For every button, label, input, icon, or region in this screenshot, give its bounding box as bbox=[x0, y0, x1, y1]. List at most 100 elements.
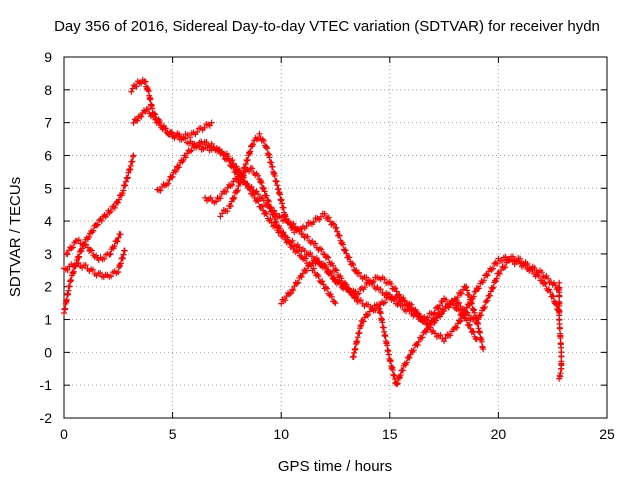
data-point bbox=[138, 113, 145, 120]
data-point bbox=[327, 291, 334, 298]
data-point bbox=[433, 314, 440, 321]
data-point bbox=[557, 335, 564, 342]
data-point bbox=[230, 164, 237, 171]
data-point bbox=[476, 329, 483, 336]
data-point bbox=[296, 244, 303, 251]
data-point bbox=[224, 208, 231, 215]
data-point bbox=[422, 317, 429, 324]
data-point bbox=[78, 248, 85, 255]
x-axis-ticks: 0 5 10 15 20 25 bbox=[60, 57, 615, 442]
data-point bbox=[287, 290, 294, 297]
data-point bbox=[357, 297, 364, 304]
data-point bbox=[240, 170, 247, 177]
data-point bbox=[542, 281, 549, 288]
data-point bbox=[169, 173, 176, 180]
data-point bbox=[399, 302, 406, 309]
data-point bbox=[115, 269, 122, 276]
data-point bbox=[492, 259, 499, 266]
data-point bbox=[420, 318, 427, 325]
y-tick-label: 6 bbox=[44, 147, 52, 163]
data-point bbox=[335, 232, 342, 239]
grid bbox=[64, 57, 607, 418]
data-point bbox=[130, 119, 137, 126]
data-point bbox=[76, 253, 83, 260]
data-point bbox=[106, 251, 113, 258]
data-point bbox=[277, 225, 284, 232]
data-point bbox=[360, 318, 367, 325]
y-tick-label: -2 bbox=[40, 410, 53, 426]
data-point bbox=[502, 264, 509, 271]
data-point bbox=[437, 311, 444, 318]
x-tick-label: 10 bbox=[273, 426, 289, 442]
data-point bbox=[484, 272, 491, 279]
data-point bbox=[165, 180, 172, 187]
data-point bbox=[447, 332, 454, 339]
data-point bbox=[333, 224, 340, 231]
data-point bbox=[213, 198, 220, 205]
data-point bbox=[381, 276, 388, 283]
data-point bbox=[260, 185, 267, 192]
data-point bbox=[282, 297, 289, 304]
data-point bbox=[98, 217, 105, 224]
data-point bbox=[538, 269, 545, 276]
data-point bbox=[496, 270, 503, 277]
data-point bbox=[406, 354, 413, 361]
data-point bbox=[470, 293, 477, 300]
data-point bbox=[124, 174, 131, 181]
data-point bbox=[272, 219, 279, 226]
data-point bbox=[243, 180, 250, 187]
data-point bbox=[217, 195, 224, 202]
data-point bbox=[261, 188, 268, 195]
data-point bbox=[75, 259, 82, 266]
data-point bbox=[120, 187, 127, 194]
y-tick-label: 8 bbox=[44, 82, 52, 98]
data-point bbox=[466, 321, 473, 328]
data-point bbox=[282, 213, 289, 220]
data-point bbox=[410, 307, 417, 314]
data-point bbox=[130, 82, 137, 89]
data-point bbox=[355, 290, 362, 297]
data-point bbox=[328, 270, 335, 277]
data-point bbox=[242, 161, 249, 168]
data-point bbox=[122, 182, 129, 189]
data-point bbox=[442, 296, 449, 303]
data-point bbox=[260, 137, 267, 144]
data-point bbox=[320, 281, 327, 288]
data-point bbox=[463, 283, 470, 290]
data-point bbox=[246, 168, 253, 175]
data-point bbox=[208, 140, 215, 147]
data-point bbox=[397, 372, 404, 379]
data-point bbox=[441, 307, 448, 314]
data-point bbox=[332, 300, 339, 307]
data-point bbox=[255, 191, 262, 198]
data-point bbox=[270, 211, 277, 218]
data-point bbox=[182, 135, 189, 142]
data-point bbox=[342, 247, 349, 254]
series-track-9 bbox=[278, 253, 563, 345]
data-point bbox=[194, 143, 201, 149]
data-point bbox=[487, 292, 494, 299]
data-point bbox=[517, 255, 524, 262]
x-tick-label: 15 bbox=[382, 426, 398, 442]
data-point bbox=[108, 273, 115, 280]
data-point bbox=[278, 214, 285, 221]
data-point bbox=[233, 168, 240, 175]
data-point bbox=[546, 286, 553, 293]
plot-frame bbox=[63, 56, 608, 419]
data-point bbox=[377, 286, 384, 293]
data-point bbox=[382, 299, 389, 306]
data-point bbox=[138, 80, 145, 87]
data-point bbox=[330, 262, 337, 269]
data-point bbox=[337, 279, 344, 286]
data-point bbox=[301, 247, 308, 254]
data-point bbox=[295, 279, 302, 286]
data-point bbox=[401, 297, 408, 304]
data-point bbox=[435, 305, 442, 312]
data-point bbox=[258, 203, 265, 210]
data-point bbox=[90, 227, 97, 234]
data-point bbox=[324, 253, 331, 260]
data-point bbox=[481, 304, 488, 311]
data-point bbox=[124, 175, 131, 182]
data-point bbox=[299, 231, 306, 238]
y-tick-label: 3 bbox=[44, 246, 52, 262]
